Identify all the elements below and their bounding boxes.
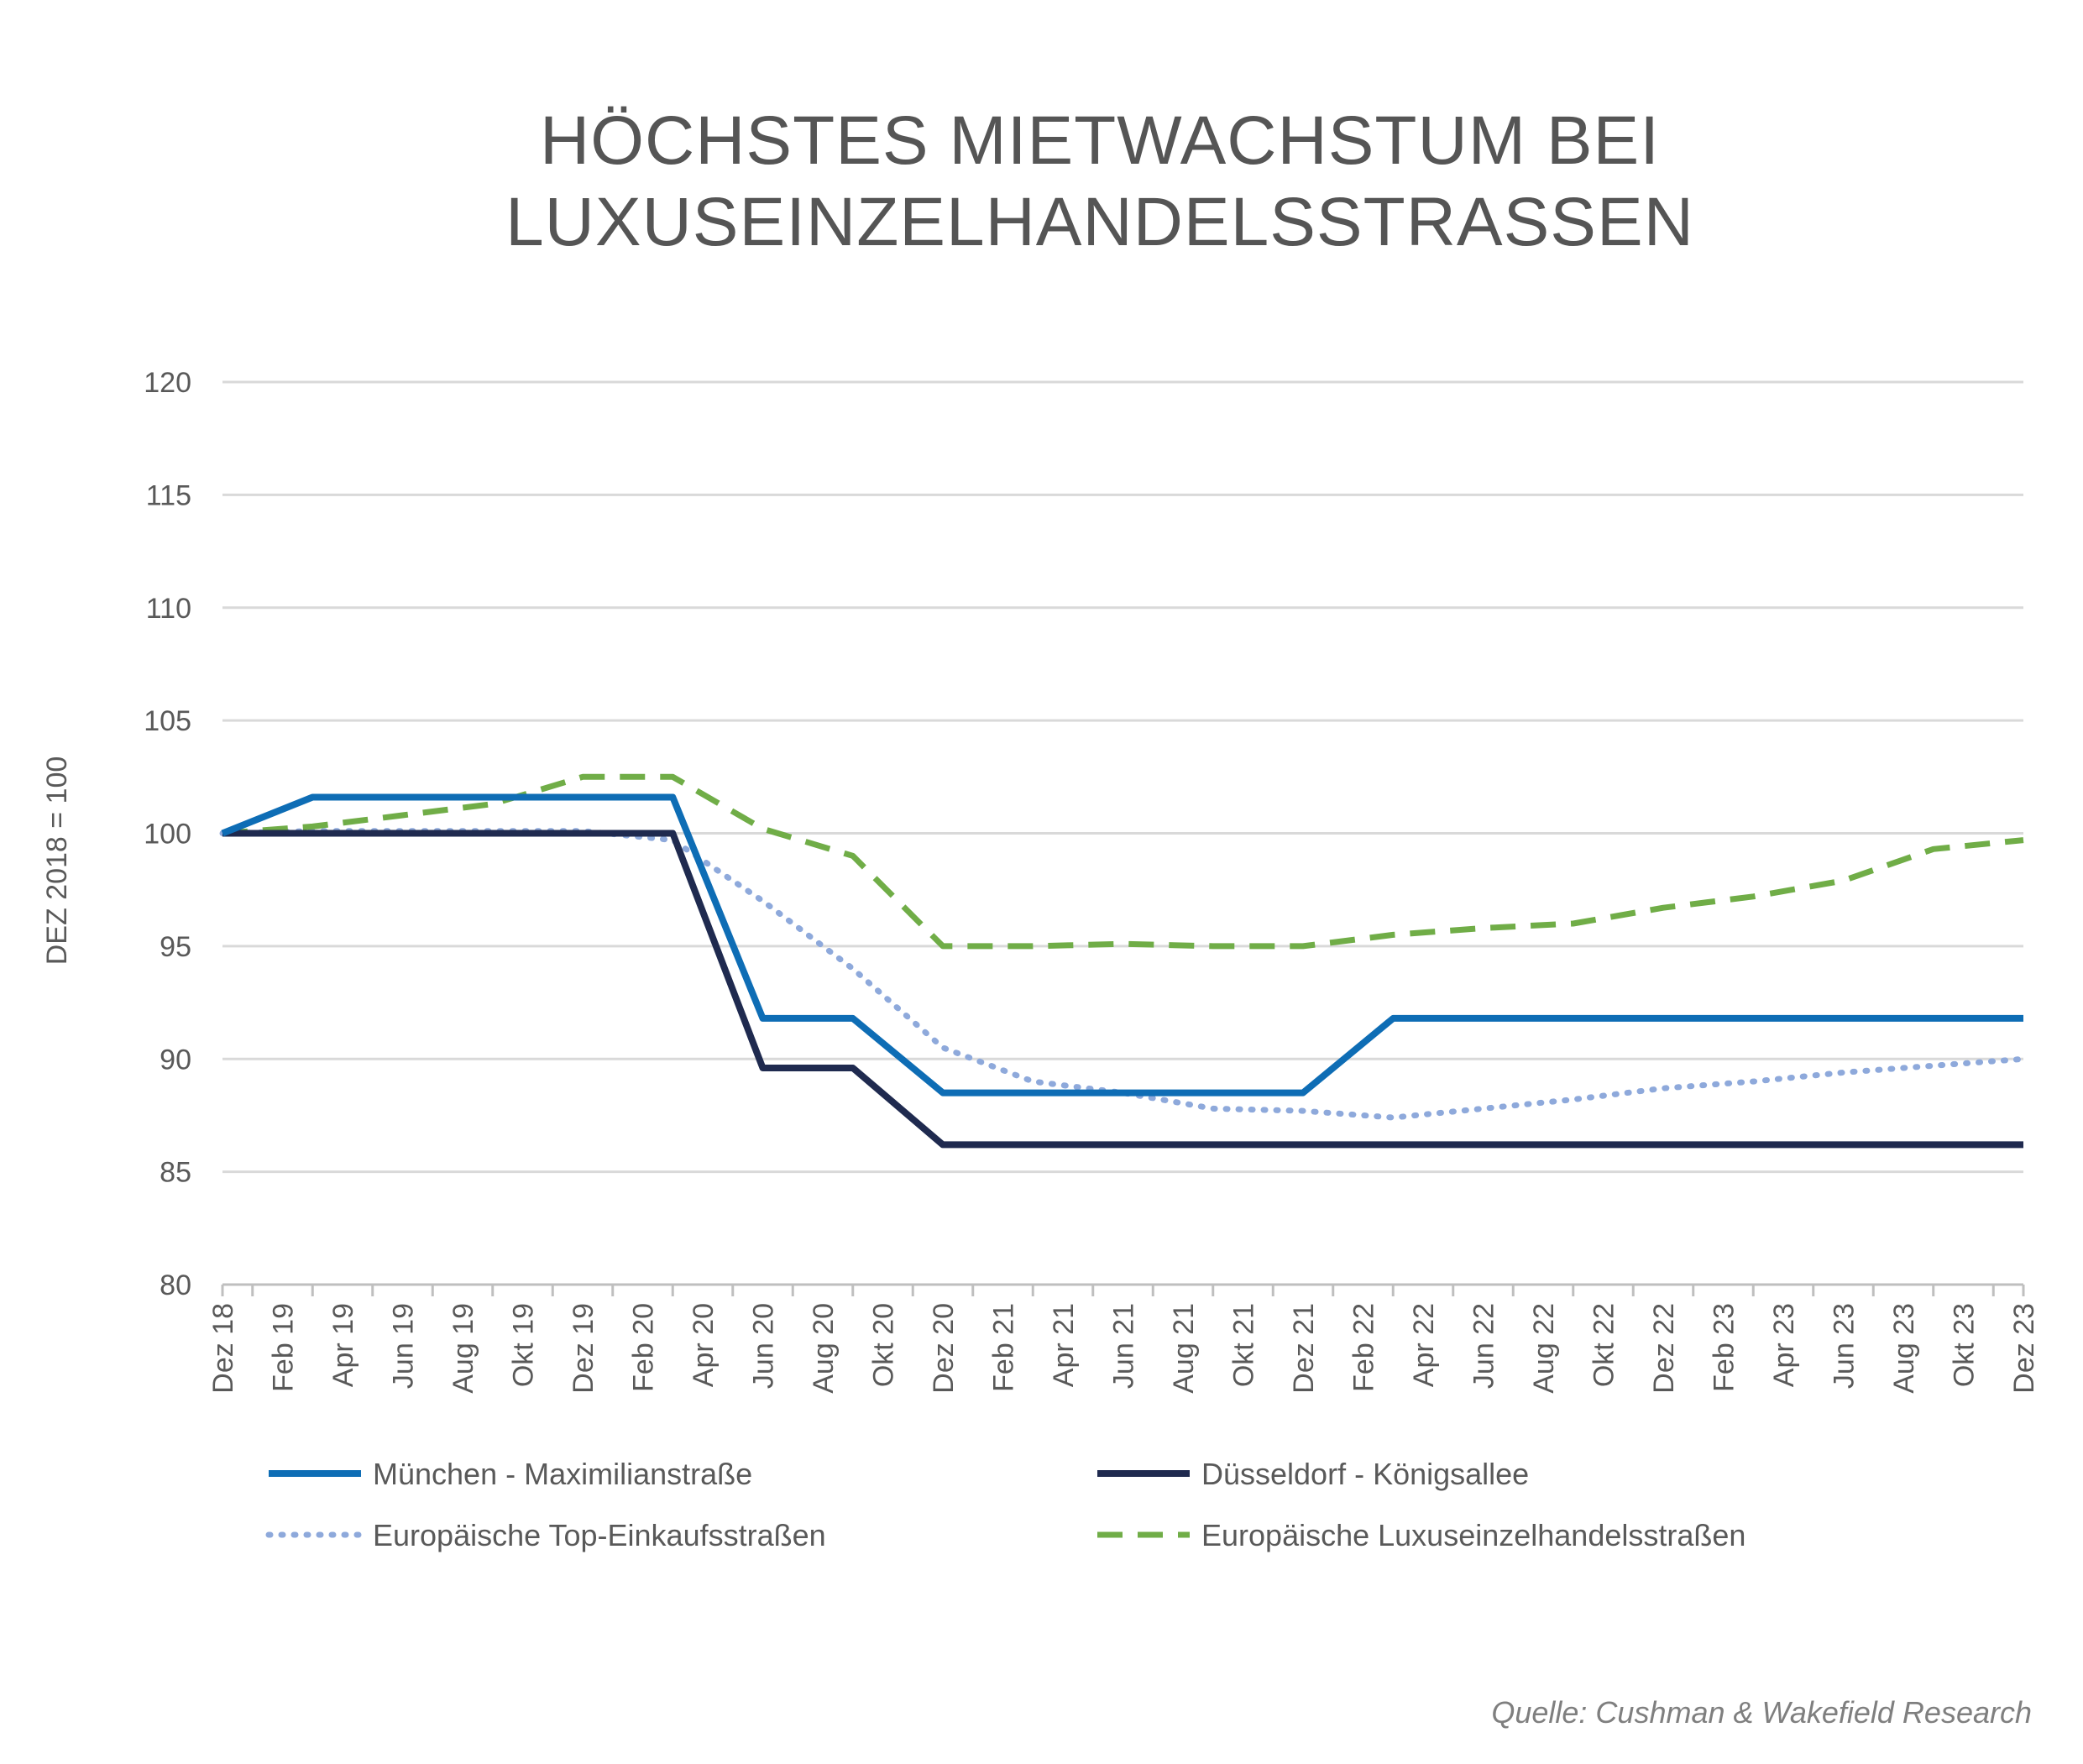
y-tick-label: 115 — [146, 479, 191, 511]
y-tick-label: 80 — [160, 1269, 191, 1301]
x-tick-label: Jun 23 — [1829, 1303, 1861, 1389]
series-line-2 — [222, 830, 2023, 1149]
x-tick-label: Dez 23 — [2008, 1303, 2040, 1394]
x-tick-label: Okt 20 — [868, 1303, 900, 1387]
x-tick-label: Dez 18 — [207, 1303, 239, 1394]
x-tick-label: Feb 23 — [1709, 1303, 1740, 1392]
y-tick-label: 105 — [144, 705, 191, 737]
legend: München - Maximilianstraße Düsseldorf - K… — [265, 1457, 1745, 1552]
legend-label-1: München - Maximilianstraße — [373, 1457, 752, 1491]
gridlines — [222, 380, 2023, 1174]
series-line-1 — [221, 793, 2023, 1097]
series-lines — [219, 773, 2027, 1149]
x-tick-label: Dez 20 — [928, 1303, 960, 1394]
x-tick-label: Dez 21 — [1288, 1303, 1320, 1394]
y-tick-label: 100 — [144, 819, 191, 851]
legend-label-3: Europäische Top-Einkaufsstraßen — [373, 1518, 826, 1552]
y-tick-label: 85 — [160, 1157, 191, 1189]
y-axis-ticks: 80 85 90 95 100 105 110 115 120 — [144, 367, 191, 1301]
x-tick-label: Aug 22 — [1528, 1303, 1560, 1394]
x-tick-label: Okt 23 — [1949, 1303, 1981, 1387]
series-line-4 — [222, 773, 2024, 950]
x-tick-label: Apr 21 — [1048, 1303, 1080, 1387]
x-tick-label: Apr 19 — [327, 1303, 359, 1387]
x-tick-label: Feb 20 — [628, 1303, 660, 1392]
x-tick-label: Apr 22 — [1408, 1303, 1440, 1387]
x-tick-label: Okt 19 — [508, 1303, 540, 1387]
x-tick-label: Aug 19 — [447, 1303, 479, 1394]
x-tick-label: Aug 21 — [1168, 1303, 1200, 1394]
y-tick-label: 95 — [160, 931, 191, 963]
legend-label-2: Düsseldorf - Königsallee — [1201, 1457, 1529, 1491]
series-line-3 — [219, 828, 2027, 1121]
x-tick-label: Apr 20 — [688, 1303, 720, 1387]
legend-label-4: Europäische Luxuseinzelhandelsstraßen — [1201, 1518, 1745, 1552]
y-tick-label: 90 — [160, 1044, 191, 1076]
x-tick-label: Aug 20 — [808, 1303, 840, 1394]
x-axis: Dez 18 Feb 19 Apr 19 Jun 19 Aug 19 Okt 19 Dez … — [207, 1283, 2040, 1394]
chart-title-line-1: HÖCHSTES MIETWACHSTUM BEI — [540, 102, 1660, 179]
x-tick-label: Feb 19 — [268, 1303, 300, 1392]
x-tick-label: Aug 23 — [1888, 1303, 1920, 1394]
x-tick-label: Jun 19 — [388, 1303, 420, 1389]
x-tick-label: Okt 22 — [1588, 1303, 1620, 1387]
source-note: Quelle: Cushman & Wakefield Research — [1491, 1695, 2032, 1730]
x-tick-label: Feb 21 — [988, 1303, 1020, 1392]
x-tick-label: Jun 22 — [1468, 1303, 1500, 1389]
y-tick-label: 110 — [146, 593, 191, 625]
x-tick-label: Dez 19 — [568, 1303, 599, 1394]
x-tick-label: Feb 22 — [1348, 1303, 1380, 1392]
y-axis-title: DEZ 2018 = 100 — [41, 756, 73, 966]
x-tick-label: Apr 23 — [1768, 1303, 1800, 1387]
y-tick-label: 120 — [144, 367, 191, 399]
x-tick-label: Jun 21 — [1108, 1303, 1140, 1389]
x-tick-label: Jun 20 — [748, 1303, 780, 1389]
x-tick-label: Okt 21 — [1228, 1303, 1260, 1387]
chart-title-line-2: LUXUSEINZELHANDELSSTRASSEN — [505, 184, 1694, 260]
x-tick-label: Dez 22 — [1648, 1303, 1680, 1394]
